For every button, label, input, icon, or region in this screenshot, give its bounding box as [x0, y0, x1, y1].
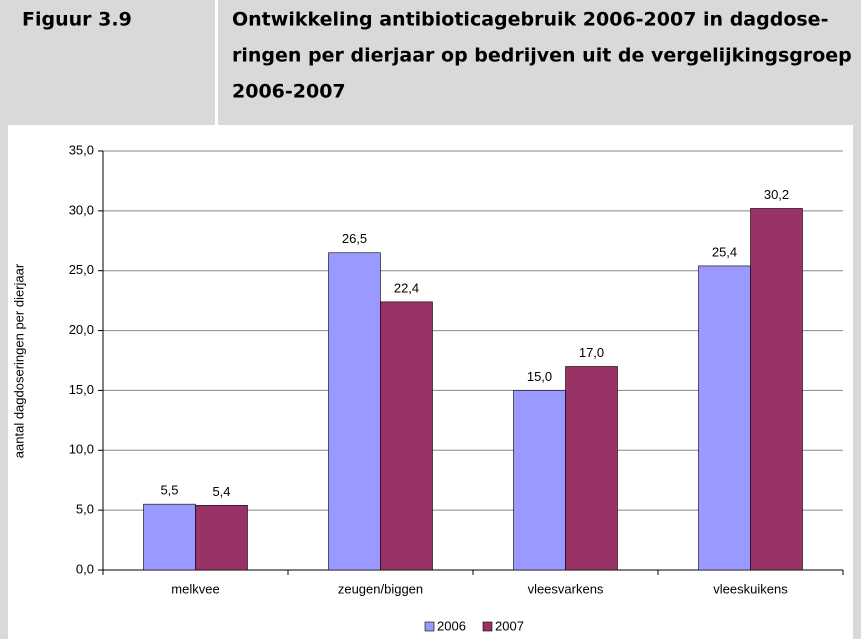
value-label: 25,4	[712, 244, 737, 259]
y-tick-label: 30,0	[69, 202, 94, 217]
bar	[143, 503, 196, 571]
x-tick-label: melkvee	[171, 581, 219, 596]
figure-label: Figuur 3.9	[22, 9, 132, 31]
bar	[698, 265, 751, 571]
y-axis-label: aantal dagdoseringen per dierjaar	[11, 263, 26, 458]
y-tick-label: 10,0	[69, 442, 94, 457]
legend-swatch	[424, 621, 435, 632]
y-tick-label: 0,0	[76, 561, 94, 576]
y-tick-label: 35,0	[69, 142, 94, 157]
value-label: 26,5	[342, 231, 367, 246]
value-label: 5,4	[212, 484, 230, 499]
legend-label: 2006	[437, 618, 466, 633]
bar	[565, 366, 618, 571]
bar	[513, 390, 566, 571]
title-line: ringen per dierjaar op bedrijven uit de …	[232, 45, 852, 67]
bar	[380, 301, 433, 571]
value-label: 17,0	[579, 345, 604, 360]
value-label: 30,2	[764, 187, 789, 202]
x-tick-label: vleesvarkens	[528, 581, 604, 596]
y-tick-label: 20,0	[69, 322, 94, 337]
x-tick-label: zeugen/biggen	[338, 581, 423, 596]
value-label: 22,4	[394, 280, 419, 295]
value-label: 5,5	[160, 483, 178, 498]
legend-swatch	[482, 621, 493, 632]
y-tick-label: 15,0	[69, 382, 94, 397]
bar	[328, 252, 381, 571]
bar	[195, 505, 248, 571]
header-divider	[215, 0, 218, 125]
value-label: 15,0	[527, 369, 552, 384]
bar	[750, 208, 803, 571]
x-tick-label: vleeskuikens	[713, 581, 788, 596]
title-line: Ontwikkeling antibioticagebruik 2006-200…	[232, 9, 828, 31]
legend-label: 2007	[495, 618, 524, 633]
y-tick-label: 5,0	[76, 502, 94, 517]
title-line: 2006-2007	[232, 81, 346, 103]
y-tick-label: 25,0	[69, 262, 94, 277]
